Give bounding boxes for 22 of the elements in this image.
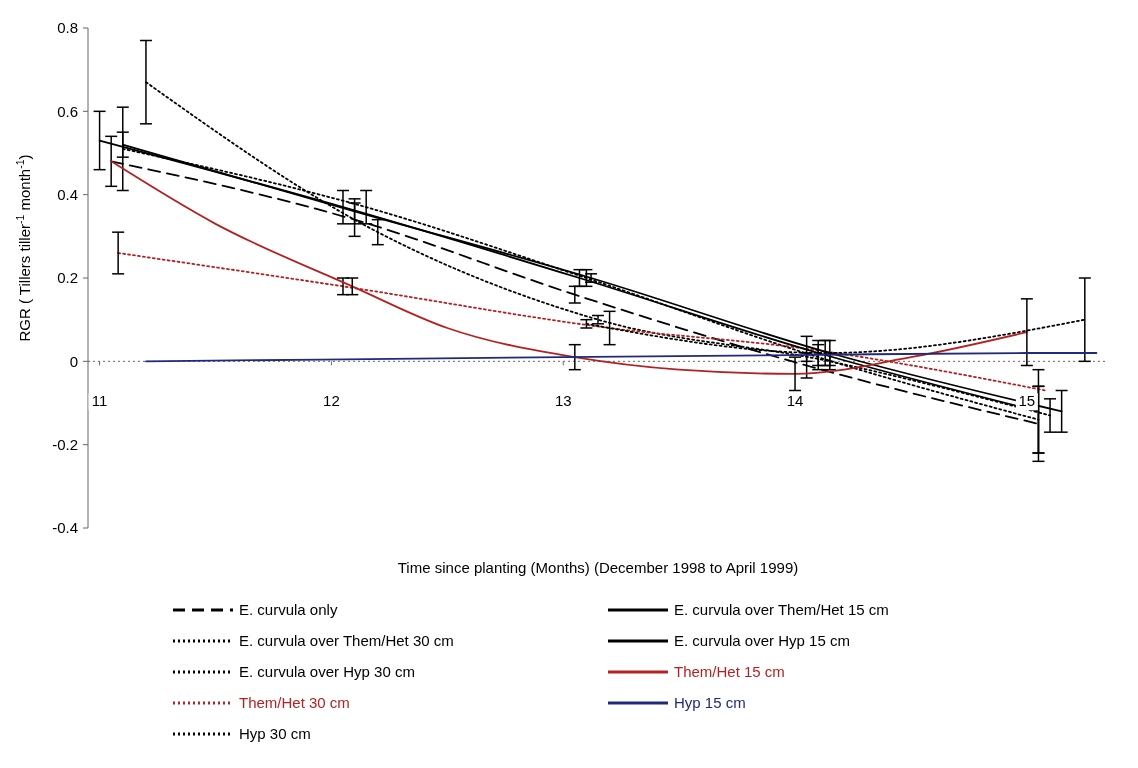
x-tick-label: 12 <box>323 392 340 410</box>
y-tick-label: -0.2 <box>52 435 78 453</box>
x-tick-label: 13 <box>554 392 572 410</box>
x-axis-title: Time since planting (Months) (December 1998 to April 1999) <box>397 559 799 576</box>
y-tick-label: 0.6 <box>57 102 78 120</box>
y-tick-label: 0.4 <box>57 185 78 203</box>
legend-label: Them/Het 30 cm <box>239 694 350 712</box>
legend-label: E. curvula over Them/Het 15 cm <box>674 601 889 619</box>
legend-label: Hyp 30 cm <box>239 725 311 743</box>
x-tick-label: 14 <box>786 392 804 410</box>
y-tick-label: 0.8 <box>57 19 78 37</box>
y-tick-label: 0 <box>69 352 78 370</box>
x-tick-label: 11 <box>91 392 108 410</box>
legend-label: Them/Het 15 cm <box>674 663 785 681</box>
y-tick-label: -0.4 <box>52 519 78 537</box>
legend-label: Hyp 15 cm <box>674 694 746 712</box>
legend-label: E. curvula over Them/Het 30 cm <box>239 632 454 650</box>
legend-label: E. curvula over Hyp 15 cm <box>674 632 850 650</box>
x-tick-label: 15 <box>1018 392 1036 410</box>
y-tick-label: 0.2 <box>57 269 78 287</box>
legend-label: E. curvula over Hyp 30 cm <box>239 663 415 681</box>
legend-label: E. curvula only <box>239 601 338 619</box>
